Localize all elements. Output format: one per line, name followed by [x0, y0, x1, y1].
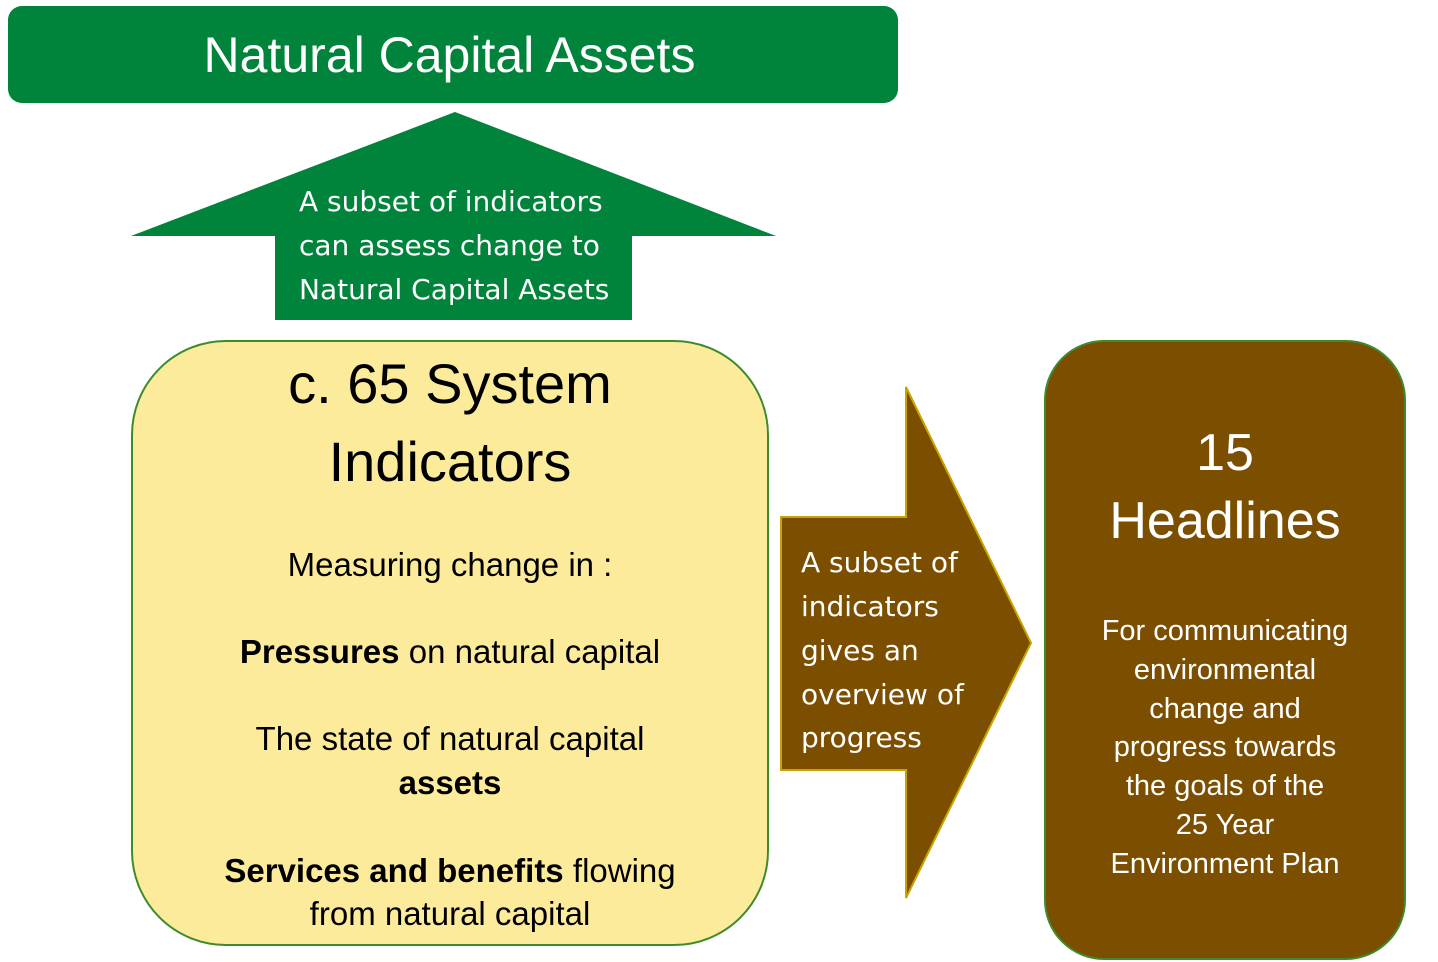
text: flowing — [572, 852, 676, 889]
bold-text: Pressures — [239, 633, 400, 670]
right-arrow-text: indicators — [801, 590, 939, 623]
headline-description-line: For communicating — [1101, 615, 1349, 647]
right-arrow-text: progress — [801, 721, 922, 754]
headline-description-line: Environment Plan — [1110, 847, 1340, 880]
right-arrow-text: overview of — [801, 678, 964, 711]
system-title: Indicators — [328, 430, 572, 493]
up-arrow-text: Natural Capital Assets — [299, 273, 610, 306]
right-arrow-text: gives an — [801, 634, 919, 667]
pressures-item: Pressures on natural capital — [240, 635, 660, 668]
right-arrow-text: A subset of — [801, 546, 958, 579]
state-item: The state of natural capital — [255, 720, 645, 757]
right-arrow — [780, 386, 1033, 899]
system-intro: Measuring change in : — [287, 546, 613, 583]
headline-title: Headlines — [1109, 492, 1341, 550]
up-arrow-text: A subset of indicators — [299, 185, 603, 218]
text: on natural capital — [408, 633, 661, 670]
natural-capital-banner: Natural Capital Assets — [8, 6, 898, 103]
banner-title: Natural Capital Assets — [203, 26, 696, 83]
headline-description-line: the goals of the — [1125, 770, 1325, 803]
headline-description-line: progress towards — [1113, 731, 1337, 764]
system-indicators-box — [131, 340, 769, 946]
system-title: c. 65 System — [288, 352, 612, 415]
services-item: Services and benefits flowing — [224, 854, 675, 887]
bold-text: assets — [398, 764, 502, 801]
headline-description-line: 25 Year — [1175, 809, 1275, 841]
headline-description-line: environmental — [1133, 653, 1317, 686]
up-arrow — [131, 112, 776, 320]
up-arrow-text: can assess change to — [299, 229, 600, 262]
state-item: assets — [399, 766, 502, 799]
headline-description-line: change and — [1149, 692, 1301, 725]
headline-title: 15 — [1196, 424, 1254, 482]
services-item: from natural capital — [309, 895, 591, 932]
headlines-box — [1044, 340, 1406, 960]
bold-text: Services and benefits — [224, 852, 564, 889]
